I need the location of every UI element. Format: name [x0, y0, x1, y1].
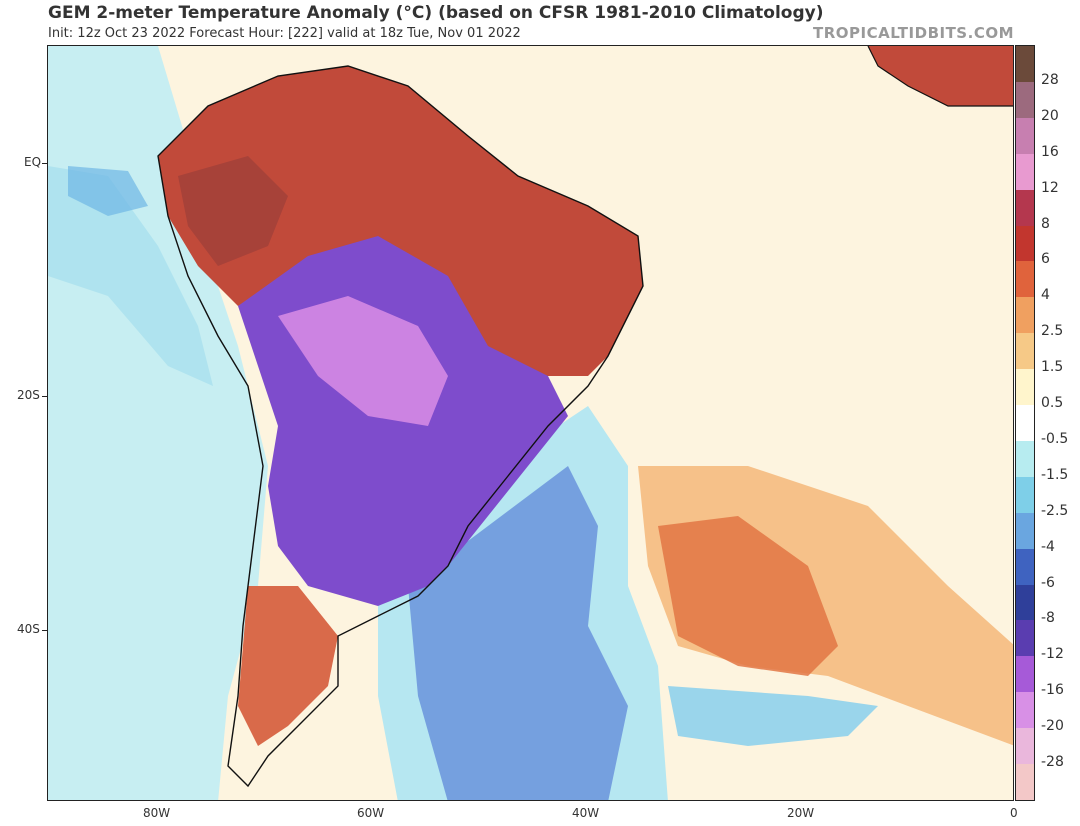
- land-cold-core: [278, 296, 448, 426]
- map-canvas: [48, 46, 1013, 800]
- africa-coastline: [867, 46, 1013, 107]
- colorbar-swatch: [1016, 369, 1034, 406]
- pacific-cool-band: [48, 166, 213, 386]
- lat-label-eq: EQ: [24, 155, 42, 169]
- colorbar-label: -28: [1041, 754, 1064, 771]
- lon-label-0: 0: [1010, 806, 1018, 820]
- lat-tick: [42, 163, 47, 164]
- colorbar-swatch: [1016, 297, 1034, 334]
- colorbar-swatch: [1016, 692, 1034, 729]
- land-warm-anomaly: [158, 66, 643, 376]
- colorbar-swatch: [1016, 764, 1034, 801]
- colorbar-label: -0.5: [1041, 430, 1069, 447]
- lat-label-40s: 40S: [17, 622, 40, 636]
- colorbar-label: 28: [1041, 71, 1059, 88]
- colorbar-swatch: [1016, 656, 1034, 693]
- colorbar-label: -6: [1041, 574, 1055, 591]
- colorbar-swatch: [1016, 476, 1034, 513]
- colorbar-label: -16: [1041, 682, 1064, 699]
- colorbar-label: 1.5: [1041, 359, 1064, 376]
- lat-tick: [42, 396, 47, 397]
- colorbar-swatch: [1016, 620, 1034, 657]
- colorbar-swatch: [1016, 81, 1034, 118]
- colorbar-label: 0.5: [1041, 395, 1064, 412]
- colorbar-swatch: [1016, 584, 1034, 621]
- colorbar-label: -12: [1041, 646, 1064, 663]
- colorbar-label: 2.5: [1041, 323, 1064, 340]
- colorbar-swatch: [1016, 440, 1034, 477]
- colorbar-label: -4: [1041, 538, 1055, 555]
- brand-watermark[interactable]: TROPICALTIDBITS.COM: [813, 24, 1014, 42]
- colorbar-label: 4: [1041, 287, 1050, 304]
- colorbar-swatch: [1016, 153, 1034, 190]
- lon-label-20w: 20W: [787, 806, 815, 820]
- south-america-coastline: [157, 65, 644, 788]
- colorbar-label: -1.5: [1041, 466, 1069, 483]
- colorbar-label: -2.5: [1041, 502, 1069, 519]
- colorbar-swatch: [1016, 46, 1034, 82]
- colorbar-swatch: [1016, 225, 1034, 262]
- colorbar-swatch: [1016, 512, 1034, 549]
- colorbar-label: -8: [1041, 610, 1055, 627]
- map-subtitle: Init: 12z Oct 23 2022 Forecast Hour: [22…: [48, 26, 521, 41]
- lon-label-80w: 80W: [143, 806, 171, 820]
- lat-label-20s: 20S: [17, 388, 40, 402]
- atlantic-warm-core: [658, 516, 838, 676]
- lon-label-60w: 60W: [357, 806, 385, 820]
- colorbar-swatch: [1016, 548, 1034, 585]
- colorbar-swatch: [1016, 728, 1034, 765]
- colorbar-label: 8: [1041, 215, 1050, 232]
- colorbar-label: 16: [1041, 143, 1059, 160]
- colorbar-label: -20: [1041, 718, 1064, 735]
- atlantic-cool-streak: [668, 686, 878, 746]
- atlantic-cold-core: [408, 466, 628, 800]
- colorbar-swatch: [1016, 261, 1034, 298]
- colorbar: [1015, 45, 1035, 801]
- pacific-cool-patch: [68, 166, 148, 216]
- colorbar-label: 12: [1041, 179, 1059, 196]
- colorbar-swatch: [1016, 333, 1034, 370]
- lon-label-40w: 40W: [572, 806, 600, 820]
- lat-tick: [42, 630, 47, 631]
- colorbar-label: 6: [1041, 251, 1050, 268]
- africa-warm-anomaly: [868, 46, 1013, 106]
- colorbar-label: 20: [1041, 107, 1059, 124]
- land-warm-core: [178, 156, 288, 266]
- colorbar-swatch: [1016, 189, 1034, 226]
- anomaly-map: [47, 45, 1014, 801]
- map-title: GEM 2-meter Temperature Anomaly (°C) (ba…: [48, 3, 824, 23]
- colorbar-swatch: [1016, 405, 1034, 442]
- patagonia-warm-anomaly: [238, 586, 338, 746]
- colorbar-swatch: [1016, 117, 1034, 154]
